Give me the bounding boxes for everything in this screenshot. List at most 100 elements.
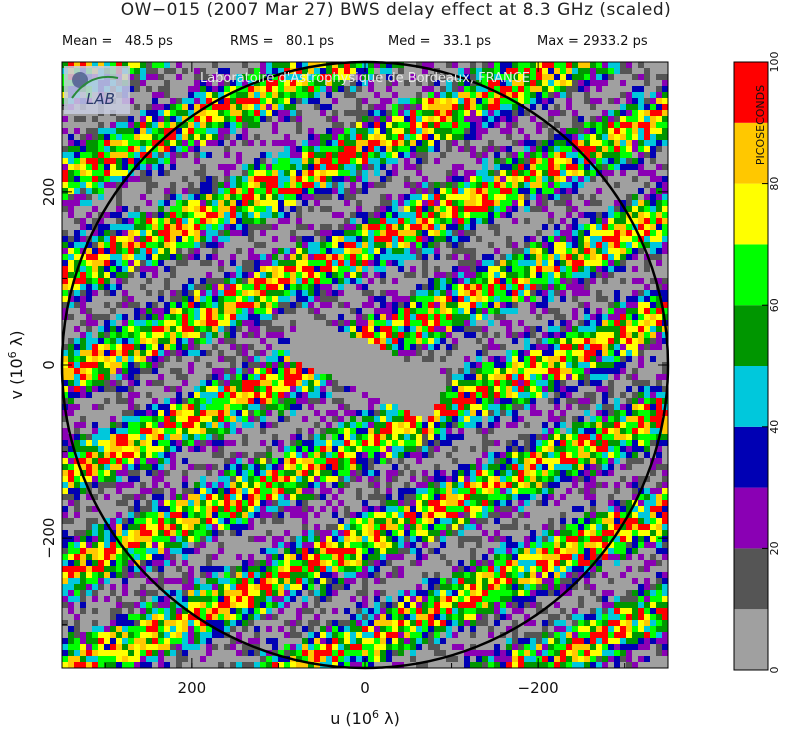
heatmap-cell	[266, 104, 272, 110]
heatmap-cell	[356, 236, 362, 242]
heatmap-cell	[176, 74, 182, 80]
heatmap-cell	[98, 62, 104, 68]
heatmap-cell	[416, 308, 422, 314]
heatmap-cell	[176, 290, 182, 296]
heatmap-cell	[242, 104, 248, 110]
heatmap-cell	[584, 170, 590, 176]
heatmap-cell	[482, 86, 488, 92]
heatmap-cell	[626, 302, 632, 308]
heatmap-cell	[458, 86, 464, 92]
heatmap-cell	[206, 146, 212, 152]
heatmap-cell	[632, 314, 638, 320]
heatmap-cell	[662, 122, 668, 128]
heatmap-cell	[542, 134, 548, 140]
heatmap-cell	[230, 206, 236, 212]
heatmap-cell	[104, 278, 110, 284]
heatmap-cell	[464, 236, 470, 242]
heatmap-cell	[344, 140, 350, 146]
heatmap-cell	[440, 104, 446, 110]
heatmap-cell	[140, 218, 146, 224]
heatmap-cell	[614, 326, 620, 332]
heatmap-cell	[134, 272, 140, 278]
heatmap-cell	[584, 338, 590, 344]
heatmap-cell	[626, 236, 632, 242]
heatmap-cell	[404, 254, 410, 260]
heatmap-cell	[374, 350, 380, 356]
heatmap-cell	[632, 98, 638, 104]
heatmap-cell	[212, 146, 218, 152]
heatmap-cell	[572, 140, 578, 146]
heatmap-cell	[440, 290, 446, 296]
heatmap-cell	[410, 194, 416, 200]
heatmap-cell	[428, 110, 434, 116]
heatmap-cell	[242, 302, 248, 308]
heatmap-cell	[68, 194, 74, 200]
heatmap-cell	[374, 236, 380, 242]
heatmap-cell	[326, 128, 332, 134]
heatmap-cell	[428, 302, 434, 308]
heatmap-cell	[146, 272, 152, 278]
heatmap-cell	[398, 242, 404, 248]
heatmap-cell	[242, 326, 248, 332]
heatmap-cell	[386, 200, 392, 206]
heatmap-cell	[578, 104, 584, 110]
heatmap-cell	[428, 218, 434, 224]
heatmap-cell	[422, 320, 428, 326]
heatmap-cell	[368, 158, 374, 164]
heatmap-cell	[500, 302, 506, 308]
heatmap-cell	[344, 332, 350, 338]
heatmap-cell	[524, 134, 530, 140]
heatmap-cell	[422, 326, 428, 332]
heatmap-cell	[74, 152, 80, 158]
heatmap-cell	[512, 188, 518, 194]
heatmap-cell	[578, 350, 584, 356]
heatmap-cell	[62, 332, 68, 338]
heatmap-cell	[596, 254, 602, 260]
heatmap-cell	[626, 98, 632, 104]
heatmap-cell	[242, 164, 248, 170]
heatmap-cell	[350, 170, 356, 176]
heatmap-cell	[230, 164, 236, 170]
heatmap-cell	[206, 200, 212, 206]
heatmap-cell	[74, 344, 80, 350]
heatmap-cell	[356, 254, 362, 260]
heatmap-cell	[512, 308, 518, 314]
heatmap-cell	[518, 326, 524, 332]
heatmap-cell	[416, 86, 422, 92]
heatmap-cell	[596, 98, 602, 104]
heatmap-cell	[518, 302, 524, 308]
heatmap-cell	[464, 308, 470, 314]
heatmap-cell	[116, 278, 122, 284]
heatmap-cell	[632, 164, 638, 170]
heatmap-cell	[212, 344, 218, 350]
heatmap-cell	[344, 158, 350, 164]
heatmap-cell	[626, 278, 632, 284]
heatmap-cell	[98, 320, 104, 326]
heatmap-cell	[542, 140, 548, 146]
heatmap-cell	[596, 74, 602, 80]
heatmap-cell	[464, 242, 470, 248]
heatmap-cell	[338, 116, 344, 122]
heatmap-cell	[284, 116, 290, 122]
heatmap-cell	[140, 356, 146, 362]
heatmap-cell	[338, 200, 344, 206]
heatmap-cell	[266, 146, 272, 152]
heatmap-cell	[476, 314, 482, 320]
heatmap-cell	[632, 350, 638, 356]
heatmap-cell	[176, 86, 182, 92]
heatmap-cell	[296, 116, 302, 122]
heatmap-cell	[236, 128, 242, 134]
heatmap-cell	[620, 110, 626, 116]
heatmap-cell	[566, 272, 572, 278]
heatmap-cell	[464, 320, 470, 326]
heatmap-cell	[644, 128, 650, 134]
heatmap-cell	[644, 278, 650, 284]
heatmap-cell	[428, 104, 434, 110]
heatmap-cell	[482, 170, 488, 176]
heatmap-cell	[482, 200, 488, 206]
heatmap-cell	[254, 308, 260, 314]
heatmap-cell	[386, 104, 392, 110]
heatmap-cell	[230, 122, 236, 128]
heatmap-cell	[446, 350, 452, 356]
heatmap-cell	[344, 224, 350, 230]
